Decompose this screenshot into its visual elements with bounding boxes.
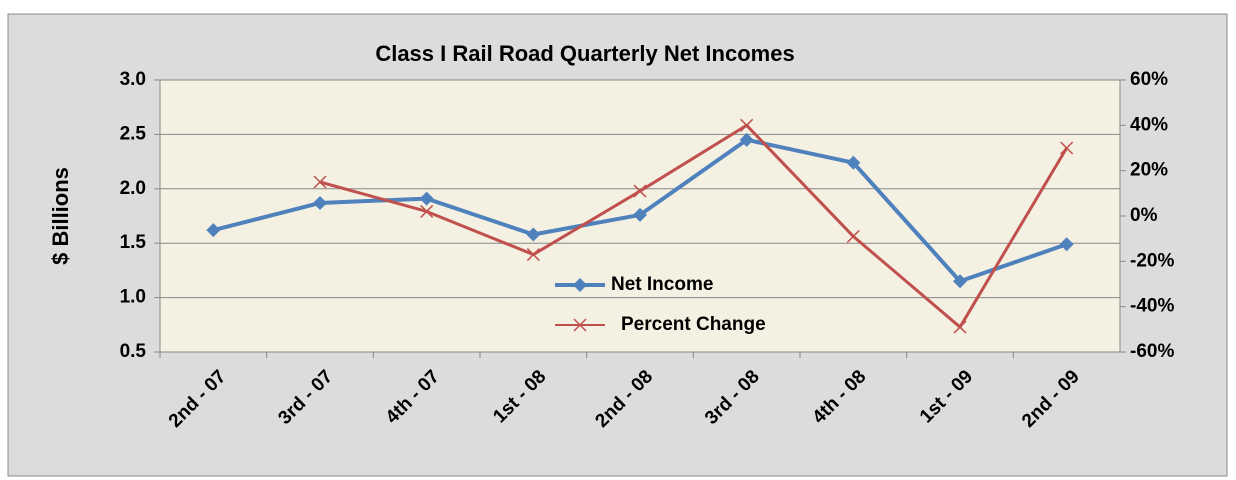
point [740, 118, 754, 132]
point [633, 207, 647, 222]
point [526, 248, 540, 262]
point [739, 132, 754, 147]
y-axis-label: $ Billions [48, 167, 73, 265]
y2-tick-label: 40% [1130, 114, 1168, 135]
y-tick-label: 2.5 [120, 123, 147, 144]
point [526, 227, 541, 242]
point [573, 278, 587, 292]
y2-tick-label: 0% [1130, 205, 1158, 226]
series-line [319, 123, 1068, 329]
y-tick-label: 1.0 [120, 287, 146, 308]
chart-title: Class I Rail Road Quarterly Net Incomes [375, 41, 794, 66]
point [1059, 237, 1074, 252]
y-tick-label: 3.0 [120, 69, 146, 90]
y2-tick-label: 60% [1130, 69, 1168, 90]
y2-tick-label: -40% [1130, 296, 1174, 317]
y-tick-label: 0.5 [120, 341, 147, 362]
y2-tick-label: -60% [1130, 341, 1174, 362]
y2-tick-label: 20% [1130, 160, 1168, 181]
point [846, 229, 860, 243]
point [846, 155, 861, 170]
point [953, 320, 967, 334]
point [313, 175, 327, 189]
point [420, 204, 434, 218]
point [206, 223, 221, 238]
y-tick-label: 2.0 [120, 178, 146, 199]
point [953, 274, 967, 289]
legend-label: Percent Change [621, 314, 766, 335]
point [633, 184, 647, 198]
y2-tick-label: -20% [1130, 250, 1174, 271]
y-tick-label: 1.5 [120, 232, 147, 253]
point [1060, 141, 1074, 155]
legend-label: Net Income [611, 274, 713, 295]
point [573, 318, 587, 332]
point [419, 191, 434, 206]
point [313, 195, 327, 210]
